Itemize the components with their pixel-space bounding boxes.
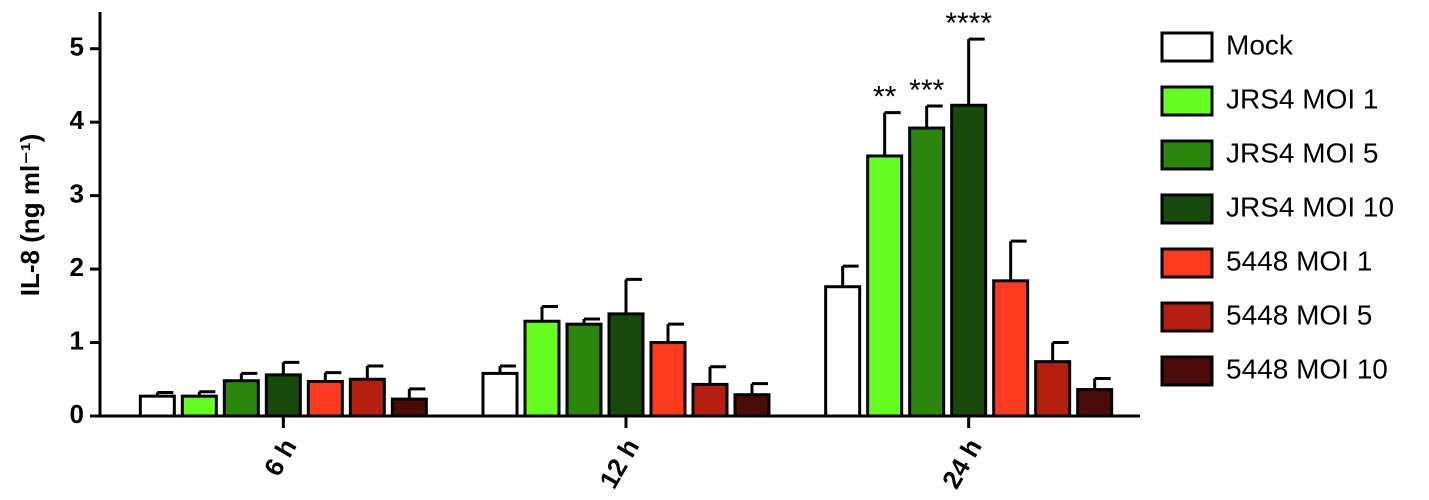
legend-swatch [1160, 31, 1214, 63]
legend-swatch [1160, 139, 1214, 171]
bar [180, 394, 218, 418]
bar [649, 341, 687, 418]
bar [348, 377, 386, 418]
bar [390, 397, 428, 418]
significance-label: *** [909, 74, 944, 107]
bar [264, 373, 302, 418]
error-bar [925, 104, 943, 129]
legend-label: 5448 MOI 1 [1226, 245, 1372, 276]
bar [222, 379, 260, 418]
y-tick-label: 0 [70, 399, 84, 429]
error-bar [750, 382, 768, 395]
legend-swatch [1160, 85, 1214, 117]
x-tick-label: 6 h [258, 433, 303, 481]
y-tick-label: 1 [70, 325, 84, 355]
bar [565, 322, 603, 418]
bar [306, 379, 344, 418]
bar [733, 393, 771, 418]
legend-label: Mock [1226, 29, 1294, 60]
bar [523, 319, 561, 418]
bar [481, 371, 519, 418]
bar [691, 382, 729, 418]
bar [1076, 388, 1114, 418]
legend-swatch [1160, 355, 1214, 387]
legend-label: 5448 MOI 10 [1226, 353, 1388, 384]
legend-label: 5448 MOI 5 [1226, 299, 1372, 330]
error-bar [365, 364, 384, 380]
bar [1034, 360, 1072, 418]
legend-swatch [1160, 247, 1214, 279]
legend-label: JRS4 MOI 10 [1226, 191, 1394, 222]
y-tick-label: 4 [70, 105, 85, 135]
bar [908, 126, 946, 418]
legend-label: JRS4 MOI 1 [1226, 83, 1378, 114]
error-bar [1009, 239, 1027, 281]
x-tick-label: 24 h [936, 433, 988, 493]
bar [992, 279, 1030, 418]
error-bar [1093, 377, 1111, 390]
x-tick-label: 12 h [593, 433, 645, 493]
bar [950, 103, 988, 418]
significance-label: ** [873, 81, 897, 114]
bar [824, 285, 862, 418]
error-bar [708, 365, 726, 385]
error-bar [407, 387, 426, 400]
error-bar [666, 322, 684, 343]
error-bar [883, 111, 901, 156]
bar [866, 154, 904, 418]
error-bar [967, 37, 985, 106]
significance-label: **** [945, 7, 992, 40]
y-axis-label: IL-8 (ng ml⁻¹) [15, 134, 45, 296]
y-tick-label: 3 [70, 179, 84, 209]
error-bar [841, 264, 859, 287]
y-tick-label: 5 [70, 32, 84, 62]
error-bar [281, 360, 300, 375]
legend-label: JRS4 MOI 5 [1226, 137, 1378, 168]
error-bar [1051, 341, 1069, 362]
bar [607, 312, 645, 418]
y-tick-label: 2 [70, 252, 84, 282]
legend-swatch [1160, 193, 1214, 225]
legend-swatch [1160, 301, 1214, 333]
error-bar [540, 305, 558, 322]
bar [138, 394, 176, 418]
error-bar [624, 277, 642, 314]
